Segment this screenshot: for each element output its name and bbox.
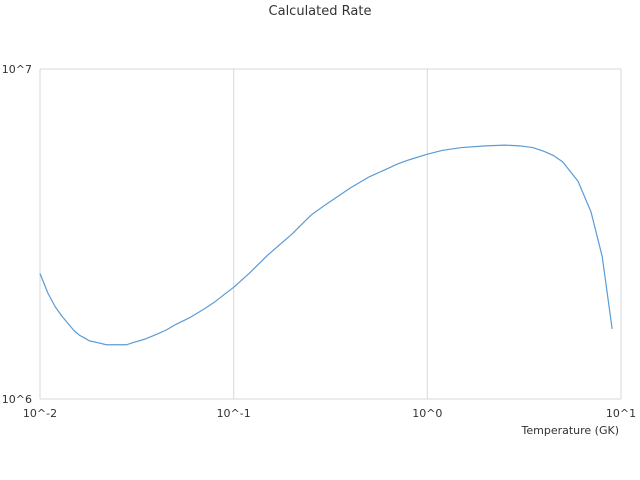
grid xyxy=(39,68,622,400)
x-axis-label: Temperature (GK) xyxy=(521,424,620,437)
tick-labels: 10^-2 10^-1 10^0 10^1 10^6 10^7 xyxy=(2,63,636,420)
series-layer xyxy=(39,144,613,346)
y-tick-label-1: 10^7 xyxy=(2,63,32,76)
y-tick-label-0: 10^6 xyxy=(2,393,32,406)
x-tick-label-0: 10^-2 xyxy=(23,407,57,420)
x-tick-label-1: 10^-1 xyxy=(217,407,251,420)
x-tick-label-2: 10^0 xyxy=(412,407,442,420)
x-tick-label-3: 10^1 xyxy=(606,407,636,420)
chart-title: Calculated Rate xyxy=(268,4,372,19)
series-line-0 xyxy=(39,144,613,346)
